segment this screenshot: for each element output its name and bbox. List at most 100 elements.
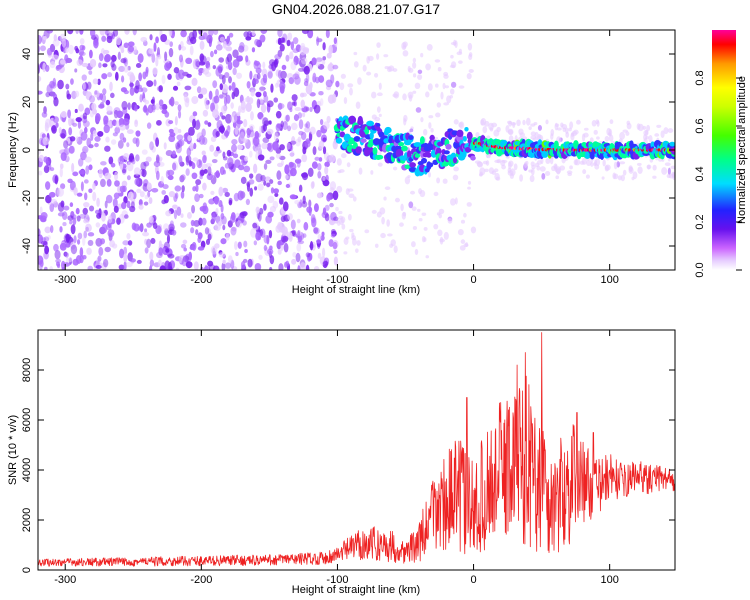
spectrogram-cell (294, 199, 300, 205)
spectrogram-cell (305, 264, 310, 270)
spectrogram-cell (523, 161, 528, 168)
spectrogram-cell (398, 142, 405, 147)
spectrogram-cell (386, 66, 392, 73)
spectrogram-cell (313, 266, 320, 270)
spectrogram-cell (89, 49, 93, 59)
spectrogram-cell (78, 48, 84, 56)
spectrogram-cell (158, 99, 164, 107)
spectrogram-cell (258, 254, 263, 260)
spectrogram-cell (318, 90, 324, 96)
colorbar: 0.0 0.2 0.4 0.6 0.8 Normalized spectral ampl… (694, 30, 748, 278)
spectrogram-cell (188, 31, 195, 42)
spectrogram-cell (218, 186, 224, 197)
spectrogram-cell (411, 206, 417, 211)
spectrogram-cell (96, 213, 102, 219)
spectrogram-cell (335, 137, 343, 144)
spectrogram-cell (443, 231, 449, 240)
spectrogram-cell (277, 249, 282, 255)
spectrogram-cell (165, 210, 172, 217)
spectrogram-cell (102, 63, 108, 68)
spectrogram-cell (117, 140, 124, 149)
spectrogram-cell (121, 201, 127, 210)
spectrogram-cell (236, 118, 241, 129)
spectrogram-cell (341, 223, 346, 230)
spectrogram-cell (168, 120, 174, 125)
spectrogram-cell (122, 168, 127, 174)
spectrogram-cell (292, 251, 297, 258)
spectrogram-cell (174, 101, 179, 106)
spectrogram-cell (376, 53, 380, 60)
spectrogram-cell (266, 100, 274, 108)
spectrogram-cell (215, 207, 219, 215)
spectrogram-cell (98, 53, 104, 62)
spectrogram-cell (467, 42, 473, 51)
spectrogram-cell (87, 232, 95, 237)
spectrogram-cell (285, 260, 290, 267)
spectrogram-cell (355, 248, 359, 253)
spectrogram-cell (53, 34, 58, 42)
spectrogram-cell (122, 137, 127, 143)
spectrogram-cell (56, 64, 62, 70)
spectrogram-cell (345, 236, 350, 240)
spectrogram-cell (52, 77, 57, 87)
spectrogram-cell (604, 164, 611, 171)
spectrogram-cell (193, 261, 199, 270)
spectrogram-cell (245, 36, 252, 41)
spectrogram-cell (100, 161, 107, 166)
spectrogram-cell (219, 83, 223, 91)
spectrogram-cell (59, 167, 63, 178)
spectrogram-cell (259, 86, 266, 91)
spectrogram-cell (190, 227, 195, 234)
spectrogram-cell (53, 96, 59, 107)
spectrogram-cell (75, 207, 80, 215)
spectrogram-cell (246, 95, 250, 103)
spectrogram-cell (84, 156, 92, 163)
spectrogram-cell (108, 30, 113, 37)
spectrogram-cell (274, 58, 279, 65)
spectrogram-cell (228, 85, 232, 91)
spectrogram-cell (265, 159, 272, 165)
spectrogram-cell (210, 50, 214, 58)
spectrogram-cell (232, 49, 239, 58)
spectrogram-cell (330, 233, 336, 238)
spectrogram-cell (415, 107, 422, 113)
spectrogram-cell (265, 215, 273, 224)
spectrogram-cell (85, 91, 93, 101)
spectrogram-cell (238, 105, 242, 114)
spectrogram-cell (224, 162, 230, 169)
spectrogram-cell (338, 169, 345, 173)
spectrogram-cell (227, 61, 233, 71)
spectrogram-cell (146, 122, 152, 129)
spectrogram-cell (240, 176, 247, 185)
spectrogram-cell (149, 34, 153, 41)
spectrogram-cell (602, 159, 606, 167)
spectrogram-cell (39, 259, 44, 268)
spectrogram-cell (126, 200, 131, 209)
spectrogram-cell (89, 58, 97, 68)
spectrogram-cell (70, 241, 76, 250)
spectrogram-cell (613, 161, 618, 170)
spectrogram-cell (177, 128, 182, 134)
spectrogram-cell (550, 133, 554, 140)
spectrogram-cell (276, 170, 282, 181)
spectrogram-cell (75, 136, 79, 142)
spectrogram-cell (195, 60, 201, 68)
spectrogram-cell (41, 111, 48, 118)
spectrogram-cell (208, 198, 215, 205)
spectrogram-cell (194, 58, 200, 68)
spectrogram-cell (112, 30, 119, 37)
spectrogram-cell (188, 126, 195, 136)
spectrogram-cell (110, 54, 117, 62)
spectrogram-cell (464, 126, 469, 132)
spectrogram-cell (140, 87, 148, 93)
spectrogram-cell (352, 196, 357, 202)
spectrogram-cell (147, 104, 154, 114)
spectrogram-cell (304, 123, 308, 128)
spectrogram-cell (122, 185, 127, 193)
snr-xlabel: Height of straight line (km) (292, 584, 420, 596)
spectrogram-cell (303, 65, 310, 75)
spectrogram-cell (68, 257, 73, 263)
spectrogram-cell (290, 41, 295, 51)
